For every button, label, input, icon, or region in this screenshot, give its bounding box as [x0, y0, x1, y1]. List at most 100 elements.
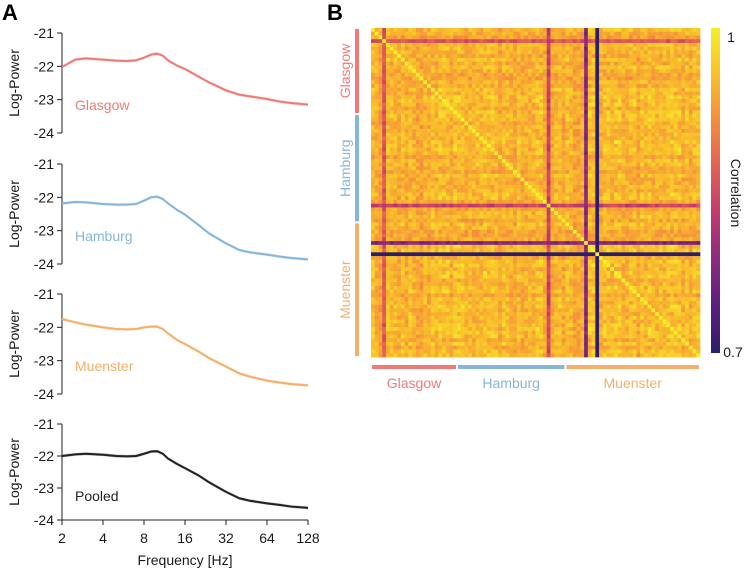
heatmap-cell	[471, 158, 477, 163]
heatmap-cell	[460, 188, 465, 193]
heatmap-cell	[640, 117, 645, 122]
heatmap-cell	[614, 54, 619, 59]
heatmap-cell	[628, 143, 634, 148]
heatmap-cell	[677, 106, 682, 111]
heatmap-cell	[471, 196, 477, 201]
heatmap-cell	[569, 80, 574, 85]
heatmap-cell	[404, 65, 409, 70]
heatmap-cell	[572, 125, 577, 130]
heatmap-cell	[621, 61, 626, 66]
heatmap-cell	[673, 121, 678, 126]
heatmap-cell	[453, 113, 458, 119]
heatmap-cell	[688, 177, 693, 182]
heatmap-cell	[412, 121, 417, 126]
heatmap-cell	[561, 199, 566, 205]
heatmap-cell	[539, 28, 544, 33]
heatmap-cell	[483, 117, 488, 122]
heatmap-cell	[550, 91, 555, 96]
heatmap-cell	[636, 46, 641, 51]
heatmap-cell	[587, 136, 592, 141]
heatmap-cell	[389, 188, 394, 193]
heatmap-cell	[584, 173, 589, 178]
heatmap-cell	[550, 147, 555, 152]
heatmap-cell	[505, 61, 510, 66]
heatmap-cell	[453, 203, 458, 208]
heatmap-cell	[677, 166, 682, 171]
heatmap-cell	[400, 203, 405, 208]
y-tick-label: -22	[34, 319, 54, 335]
heatmap-cell	[378, 125, 383, 130]
heatmap-cell	[587, 132, 592, 137]
heatmap-cell	[397, 128, 402, 134]
heatmap-cell	[528, 177, 533, 182]
heatmap-cell	[584, 166, 589, 171]
heatmap-cell	[509, 147, 514, 152]
heatmap-cell	[471, 65, 477, 70]
heatmap-cell	[673, 218, 678, 223]
panel-label-a: A	[2, 0, 18, 25]
heatmap-cell	[617, 185, 622, 190]
heatmap-cell	[445, 218, 450, 223]
heatmap-cell	[595, 84, 600, 89]
y-tick-label: -21	[34, 25, 54, 41]
heatmap-cell	[625, 54, 630, 59]
heatmap-cell	[561, 155, 566, 160]
heatmap-cell	[464, 110, 469, 115]
heatmap-cell	[528, 132, 533, 137]
heatmap-cell	[479, 113, 484, 119]
heatmap-cell	[587, 188, 592, 193]
heatmap-cell	[688, 110, 693, 115]
heatmap-cell	[494, 65, 499, 70]
heatmap-cell	[662, 42, 667, 48]
heatmap-cell	[617, 117, 622, 122]
heatmap-cell	[673, 72, 678, 77]
heatmap-cell	[505, 113, 510, 119]
heatmap-cell	[666, 106, 671, 111]
heatmap-cell	[438, 95, 443, 100]
heatmap-cell	[400, 28, 405, 33]
heatmap-cell	[494, 196, 499, 201]
heatmap-cell	[569, 162, 574, 167]
heatmap-cell	[569, 192, 574, 197]
heatmap-cell	[415, 106, 420, 111]
heatmap-cell	[666, 226, 671, 231]
heatmap-cell	[628, 218, 634, 223]
heatmap-cell	[677, 80, 682, 85]
heatmap-cell	[554, 54, 559, 59]
heatmap-cell	[561, 158, 566, 163]
heatmap-cell	[400, 121, 405, 126]
heatmap-cell	[628, 39, 634, 44]
heatmap-cell	[408, 132, 413, 137]
heatmap-cell	[393, 140, 398, 145]
heatmap-cell	[572, 42, 577, 48]
heatmap-cell	[580, 207, 585, 212]
heatmap-cell	[565, 196, 570, 201]
heatmap-cell	[400, 132, 405, 137]
heatmap-cell	[513, 229, 518, 234]
heatmap-cell	[673, 76, 678, 81]
heatmap-cell	[449, 214, 454, 220]
heatmap-cell	[658, 121, 663, 126]
heatmap-cell	[666, 69, 671, 74]
heatmap-cell	[385, 185, 391, 190]
heatmap-cell	[569, 35, 574, 40]
spectrum-line-glasgow	[61, 52, 309, 106]
heatmap-cell	[371, 196, 376, 201]
heatmap-cell	[557, 39, 563, 44]
heatmap-cell	[509, 113, 514, 119]
heatmap-cell	[528, 46, 533, 51]
heatmap-cell	[513, 211, 518, 216]
heatmap-cell	[617, 35, 622, 40]
heatmap-cell	[475, 117, 480, 122]
heatmap-cell	[696, 39, 701, 44]
heatmap-cell	[468, 125, 473, 130]
heatmap-cell	[449, 57, 454, 62]
heatmap-cell	[389, 170, 394, 175]
heatmap-cell	[662, 84, 667, 89]
heatmap-cell	[632, 128, 637, 134]
heatmap-cell	[625, 136, 630, 141]
heatmap-cell	[662, 106, 667, 111]
heatmap-cell	[385, 50, 391, 55]
heatmap-cell	[606, 222, 611, 227]
heatmap-cell	[415, 35, 420, 40]
